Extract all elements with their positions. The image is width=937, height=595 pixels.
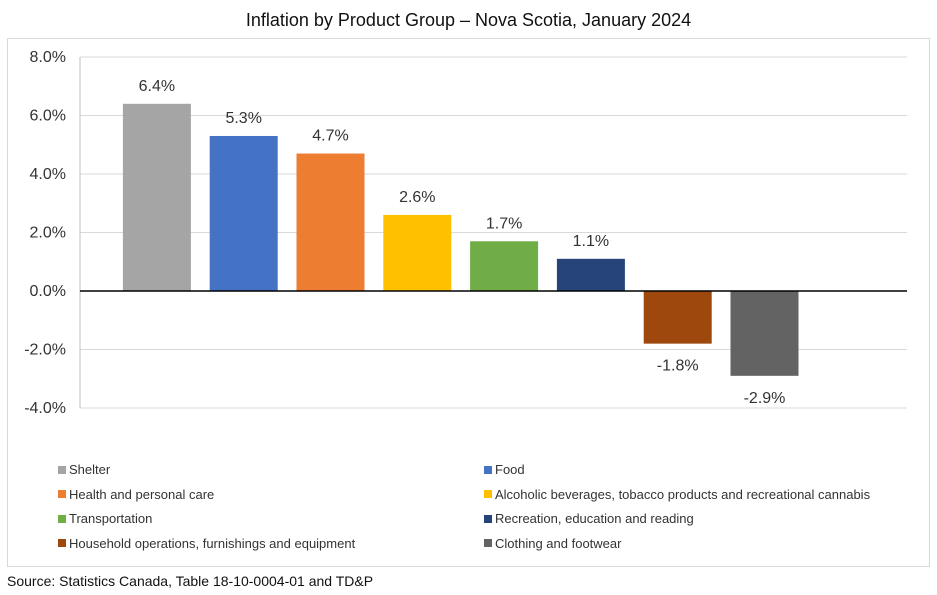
data-label: 6.4% bbox=[139, 78, 175, 95]
legend-swatch bbox=[484, 539, 492, 547]
legend-item: Recreation, education and reading bbox=[484, 511, 694, 526]
legend-item: Shelter bbox=[58, 462, 110, 477]
data-label: 1.1% bbox=[573, 233, 609, 250]
legend-swatch bbox=[58, 514, 66, 523]
data-label: 2.6% bbox=[399, 189, 435, 206]
legend-label: Recreation, education and reading bbox=[495, 511, 694, 526]
legend-item: Food bbox=[484, 462, 525, 477]
y-tick-label: 2.0% bbox=[30, 225, 66, 242]
legend-label: Shelter bbox=[69, 462, 111, 477]
y-tick-label: 0.0% bbox=[30, 283, 66, 300]
y-tick-label: 4.0% bbox=[30, 166, 66, 183]
y-tick-label: 8.0% bbox=[30, 49, 66, 66]
y-tick-label: -4.0% bbox=[24, 400, 66, 417]
legend-label: Transportation bbox=[69, 511, 153, 526]
bar bbox=[122, 103, 191, 291]
legend-swatch bbox=[58, 490, 66, 498]
legend-label: Household operations, furnishings and eq… bbox=[69, 535, 356, 551]
bar bbox=[470, 241, 539, 291]
bar bbox=[643, 291, 712, 344]
data-label: 4.7% bbox=[312, 128, 348, 145]
legend-label: Health and personal care bbox=[69, 486, 215, 502]
bar bbox=[296, 153, 365, 291]
legend-item: Household operations, furnishings and eq… bbox=[58, 536, 355, 551]
legend-label: Food bbox=[495, 462, 525, 477]
bar bbox=[730, 291, 799, 376]
legend-label: Alcoholic beverages, tobacco products an… bbox=[495, 486, 871, 502]
source-note: Source: Statistics Canada, Table 18-10-0… bbox=[7, 573, 374, 589]
data-label: -1.8% bbox=[657, 358, 699, 375]
legend-swatch bbox=[484, 465, 492, 474]
chart-frame bbox=[7, 38, 930, 567]
data-label: -2.9% bbox=[744, 390, 786, 407]
data-label: 5.3% bbox=[225, 110, 261, 127]
legend-item: Health and personal care bbox=[58, 487, 214, 502]
y-tick-label: -2.0% bbox=[24, 342, 66, 359]
legend-swatch bbox=[484, 514, 492, 523]
chart-title: Inflation by Product Group – Nova Scotia… bbox=[245, 10, 692, 30]
legend-swatch bbox=[484, 490, 492, 498]
bar-chart: 8.0% 6.0% 4.0% 2.0% 0.0% -2.0% -4.0% 6.4% 5.3% 4.… bbox=[24, 49, 907, 417]
bar bbox=[383, 214, 452, 291]
y-tick-label: 6.0% bbox=[30, 108, 66, 125]
legend-item: Clothing and footwear bbox=[484, 536, 621, 551]
legend-swatch bbox=[58, 465, 66, 474]
legend-item: Transportation bbox=[58, 511, 152, 526]
data-label: 1.7% bbox=[486, 215, 522, 232]
bar bbox=[556, 258, 625, 291]
legend-item: Alcoholic beverages, tobacco products an… bbox=[484, 487, 870, 502]
legend-swatch bbox=[58, 539, 66, 547]
bar bbox=[209, 135, 278, 291]
legend-label: Clothing and footwear bbox=[495, 535, 622, 551]
